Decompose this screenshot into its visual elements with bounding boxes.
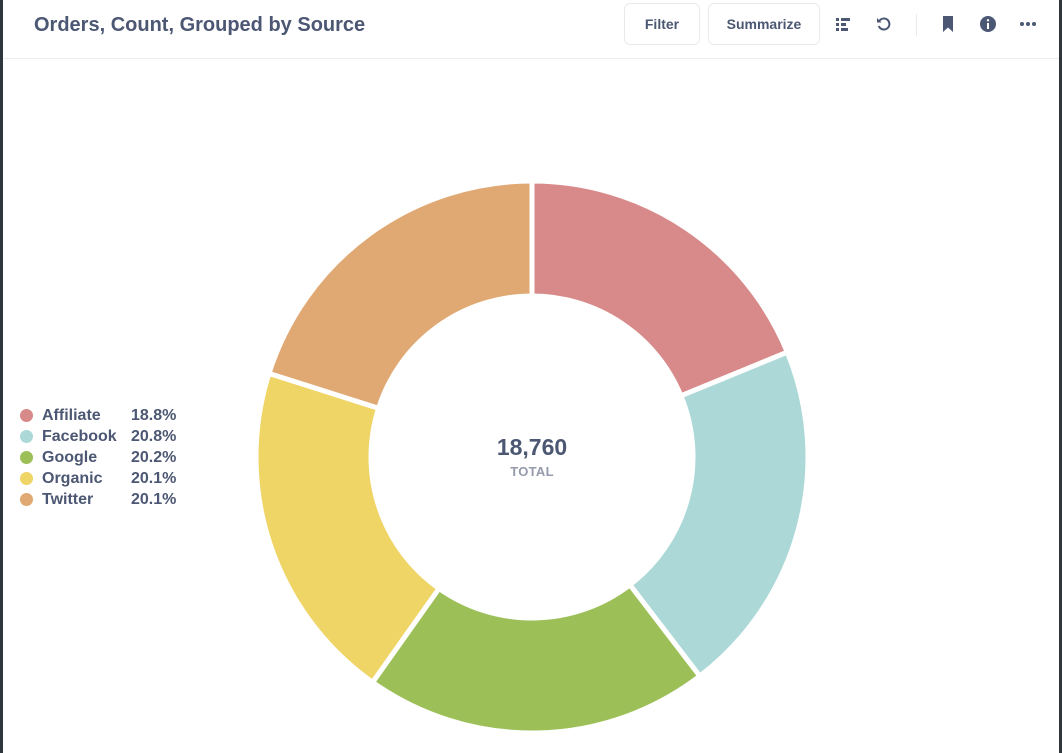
- legend-label: Facebook: [42, 427, 117, 445]
- legend-label: Affiliate: [42, 406, 101, 424]
- info-icon[interactable]: [978, 14, 998, 34]
- list-icon[interactable]: [833, 14, 853, 34]
- legend-item-affiliate[interactable]: Affiliate 18.8%: [20, 405, 191, 426]
- window-frame-left: [0, 0, 3, 753]
- bookmark-icon[interactable]: [938, 14, 958, 34]
- more-icon[interactable]: [1018, 14, 1038, 34]
- legend-item-organic[interactable]: Organic 20.1%: [20, 468, 191, 489]
- legend-dot: [20, 493, 33, 506]
- question-title[interactable]: Orders, Count, Grouped by Source: [34, 14, 366, 36]
- filter-button[interactable]: Filter: [624, 3, 700, 45]
- legend-percent: 20.1%: [131, 490, 177, 508]
- window-frame-right: [1059, 0, 1062, 753]
- legend-dot: [20, 472, 33, 485]
- legend-label: Google: [42, 448, 98, 466]
- donut-total-value: 18,760: [496, 434, 568, 460]
- donut-total-label: TOTAL: [510, 464, 554, 479]
- legend-percent: 20.1%: [131, 469, 177, 487]
- legend-percent: 20.2%: [131, 448, 177, 466]
- donut-slice-google[interactable]: [369, 581, 704, 736]
- legend-dot: [20, 430, 33, 443]
- donut-slice-organic[interactable]: [253, 370, 443, 686]
- donut-slice-facebook[interactable]: [626, 348, 811, 680]
- refresh-icon[interactable]: [874, 14, 894, 34]
- summarize-button[interactable]: Summarize: [708, 3, 820, 45]
- question-header: Orders, Count, Grouped by Source Filter …: [3, 0, 1059, 59]
- donut-slice-twitter[interactable]: [265, 178, 535, 412]
- legend-item-twitter[interactable]: Twitter 20.1%: [20, 489, 191, 510]
- donut-slice-affiliate[interactable]: [529, 178, 791, 400]
- toolbar-separator: [916, 14, 917, 36]
- legend-dot: [20, 409, 33, 422]
- legend-percent: 18.8%: [131, 406, 177, 424]
- legend-label: Organic: [42, 469, 103, 487]
- legend-dot: [20, 451, 33, 464]
- legend-label: Twitter: [42, 490, 94, 508]
- chart-legend: Affiliate 18.8% Facebook 20.8% Google 20…: [20, 405, 191, 510]
- legend-item-google[interactable]: Google 20.2%: [20, 447, 191, 468]
- legend-item-facebook[interactable]: Facebook 20.8%: [20, 426, 191, 447]
- legend-percent: 20.8%: [131, 427, 177, 445]
